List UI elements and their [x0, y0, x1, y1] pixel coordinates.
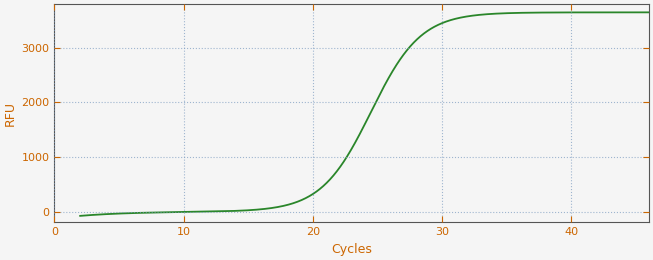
Y-axis label: RFU: RFU: [4, 101, 17, 126]
X-axis label: Cycles: Cycles: [331, 243, 372, 256]
